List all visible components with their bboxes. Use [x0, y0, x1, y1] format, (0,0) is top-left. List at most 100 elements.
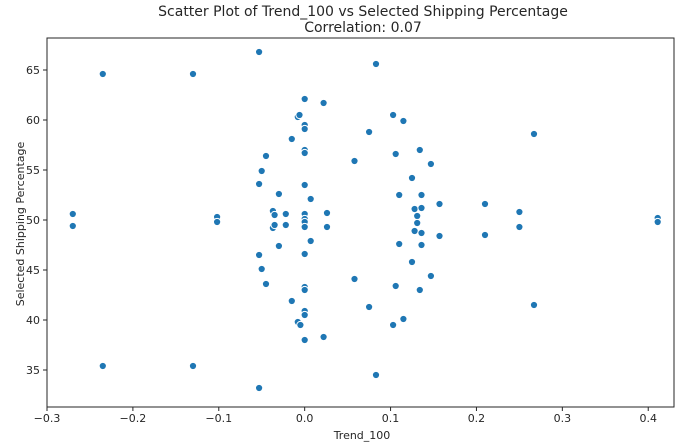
data-point-61: [391, 281, 400, 291]
data-point-1: [68, 221, 77, 231]
data-point-72: [415, 145, 424, 155]
data-point-59: [389, 320, 398, 330]
data-point-75: [417, 240, 426, 250]
data-point-82: [480, 199, 490, 209]
data-point-86: [529, 129, 539, 139]
data-point-80: [435, 199, 444, 209]
data-point-2: [98, 69, 107, 79]
data-point-83: [480, 230, 490, 240]
data-point-7: [213, 217, 222, 227]
plot-frame: [46, 37, 675, 408]
data-point-46: [306, 194, 315, 204]
data-point-40: [300, 249, 309, 259]
data-point-77: [417, 228, 426, 238]
data-point-56: [371, 59, 381, 69]
data-point-35: [300, 180, 309, 190]
data-point-25: [287, 296, 296, 306]
data-point-68: [410, 204, 419, 214]
data-point-14: [261, 151, 271, 161]
x-tick-label: 0.2: [468, 412, 486, 425]
data-point-64: [399, 116, 408, 126]
chart-subtitle: Correlation: 0.07: [304, 20, 422, 36]
x-axis: −0.3 −0.2 −0.1 0.0 0.1 0.2 0.3 0.4: [34, 407, 657, 425]
points-layer: [68, 47, 662, 393]
data-point-22: [281, 209, 290, 219]
data-point-58: [389, 110, 398, 120]
data-point-63: [395, 239, 404, 249]
data-point-39: [300, 222, 309, 232]
data-point-69: [410, 226, 419, 236]
data-point-87: [529, 300, 539, 310]
x-tick-label: −0.1: [205, 412, 232, 425]
data-point-44: [300, 310, 309, 320]
data-point-71: [413, 218, 422, 228]
y-tick-label: 60: [26, 114, 40, 127]
data-point-66: [407, 173, 417, 183]
data-point-54: [365, 127, 374, 137]
y-tick-label: 35: [26, 364, 40, 377]
data-point-11: [255, 250, 264, 260]
data-point-79: [426, 271, 435, 281]
data-point-12: [257, 166, 266, 176]
data-point-60: [391, 149, 400, 159]
data-point-50: [322, 208, 332, 218]
data-point-51: [322, 222, 332, 232]
data-point-17: [270, 210, 279, 220]
data-point-42: [300, 285, 309, 295]
data-point-49: [319, 332, 328, 342]
data-point-55: [365, 302, 374, 312]
x-axis-label: Trend_100: [333, 429, 391, 442]
data-point-24: [287, 134, 296, 144]
data-point-76: [417, 203, 426, 213]
y-axis: 35 40 45 50 55 60 65: [26, 64, 47, 377]
data-point-53: [350, 274, 359, 284]
chart-title: Scatter Plot of Trend_100 vs Selected Sh…: [158, 4, 568, 20]
data-point-81: [435, 231, 444, 241]
data-point-45: [300, 335, 309, 345]
data-point-19: [270, 220, 279, 230]
x-tick-label: 0.3: [554, 412, 572, 425]
data-point-5: [188, 361, 198, 371]
data-point-65: [399, 314, 408, 324]
data-point-48: [319, 98, 328, 108]
data-point-21: [274, 241, 283, 251]
data-point-85: [515, 222, 524, 232]
data-point-34: [300, 148, 309, 158]
data-point-27: [295, 110, 304, 120]
data-point-74: [417, 190, 426, 200]
data-point-84: [515, 207, 524, 217]
data-point-52: [350, 156, 359, 166]
data-point-70: [413, 211, 422, 221]
x-tick-label: −0.2: [120, 412, 147, 425]
data-point-47: [306, 236, 315, 246]
x-tick-label: 0.0: [296, 412, 314, 425]
x-tick-label: 0.4: [639, 412, 657, 425]
data-point-29: [296, 320, 305, 330]
y-tick-label: 50: [26, 214, 40, 227]
y-tick-label: 45: [26, 264, 40, 277]
data-point-73: [415, 285, 424, 295]
data-point-20: [274, 189, 283, 199]
y-tick-label: 40: [26, 314, 40, 327]
data-point-62: [395, 190, 404, 200]
data-point-3: [98, 361, 107, 371]
data-point-9: [255, 383, 264, 393]
data-point-23: [281, 220, 290, 230]
x-tick-label: −0.3: [34, 412, 61, 425]
data-point-32: [300, 124, 309, 134]
data-point-15: [261, 279, 271, 289]
data-point-8: [255, 47, 264, 57]
data-point-13: [257, 264, 266, 274]
y-tick-label: 65: [26, 64, 40, 77]
data-point-10: [255, 179, 264, 189]
data-point-4: [188, 69, 198, 79]
y-tick-label: 55: [26, 164, 40, 177]
x-tick-label: 0.1: [382, 412, 400, 425]
y-axis-label: Selected Shipping Percentage: [14, 141, 27, 306]
data-point-0: [68, 209, 77, 219]
data-point-67: [407, 257, 417, 267]
data-point-78: [426, 159, 435, 169]
data-point-89: [653, 217, 662, 227]
data-point-30: [300, 94, 309, 104]
